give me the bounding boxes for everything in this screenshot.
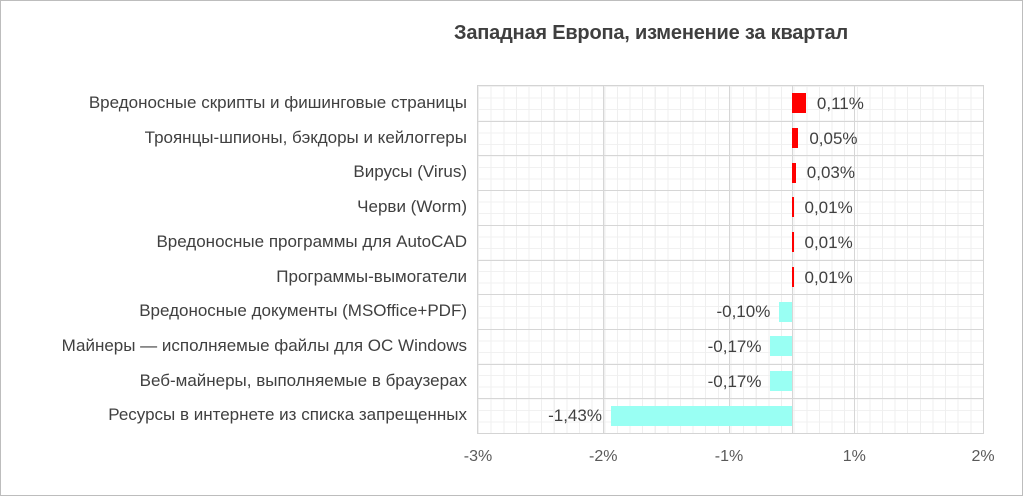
x-tick-label: -1% <box>714 448 744 465</box>
row-separator-gridline <box>478 120 983 122</box>
category-label: Майнеры — исполняемые файлы для ОС Windo… <box>61 335 467 355</box>
row-separator-gridline <box>478 398 983 400</box>
category-label: Черви (Worm) <box>357 197 467 217</box>
value-label: 0,11% <box>816 94 864 113</box>
value-label: -0,17% <box>707 371 762 391</box>
row-separator-gridline <box>478 224 983 226</box>
data-bar <box>792 232 794 253</box>
data-bar <box>792 266 794 287</box>
category-label: Вредоносные программы для AutoCAD <box>156 231 467 251</box>
value-label: 0,05% <box>809 128 858 148</box>
category-label: Ресурсы в интернете из списка запрещенны… <box>108 405 467 425</box>
row-separator-gridline <box>478 328 983 330</box>
category-label: Программы-вымогатели <box>276 266 467 286</box>
value-label: -1,43% <box>548 406 602 426</box>
x-tick-label: 2% <box>971 448 995 465</box>
data-bar <box>610 405 792 426</box>
value-label: 0,03% <box>806 163 855 183</box>
x-tick-label: -2% <box>589 448 618 465</box>
data-bar <box>792 197 794 218</box>
category-label: Вредоносные документы (MSOffice+PDF) <box>139 301 467 321</box>
data-bar <box>792 93 806 114</box>
category-label: Веб-майнеры, выполняемые в браузерах <box>139 370 467 390</box>
plot-area: 0,11% 0,05% 0,03% 0,01% 0,01% 0,01% -0,10% -0,1… <box>477 85 984 434</box>
value-label: 0,01% <box>804 267 853 287</box>
row-separator-gridline <box>478 259 983 261</box>
x-tick-label: -3% <box>463 448 493 465</box>
data-bar <box>779 301 792 322</box>
x-tick-label: 1% <box>842 448 866 465</box>
value-label: 0,01% <box>804 232 853 252</box>
data-bar <box>770 370 792 391</box>
category-label: Вирусы (Virus) <box>353 162 467 182</box>
category-label: Троянцы-шпионы, бэкдоры и кейлоггеры <box>144 127 467 147</box>
row-separator-gridline <box>478 363 983 365</box>
row-separator-gridline <box>478 294 983 296</box>
row-separator-gridline <box>478 155 983 157</box>
row-separator-gridline <box>478 190 983 192</box>
category-label: Вредоносные скрипты и фишинговые страниц… <box>88 93 467 112</box>
data-bar <box>770 336 792 357</box>
data-bar <box>792 128 799 148</box>
value-label: -0,10% <box>716 302 771 322</box>
value-label: 0,01% <box>804 198 853 218</box>
data-bar <box>792 162 796 183</box>
value-label: -0,17% <box>707 336 762 356</box>
chart-title: Западная Европа, изменение за квартал <box>454 22 848 44</box>
